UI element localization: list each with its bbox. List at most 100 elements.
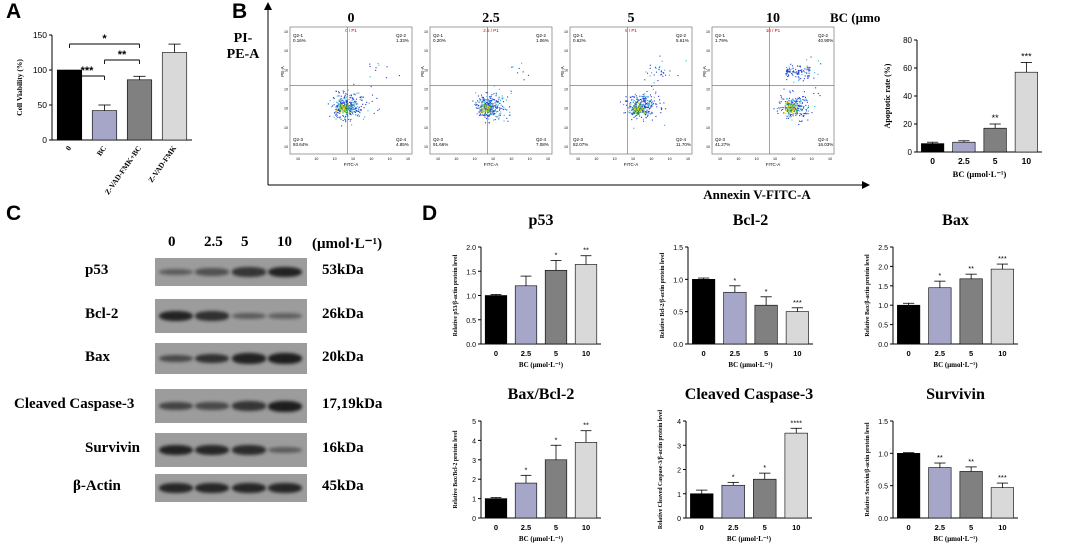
flow-event <box>646 109 648 111</box>
flow-event <box>631 95 633 98</box>
flow-event <box>495 115 497 117</box>
flow-event <box>487 107 489 109</box>
flow-event <box>336 109 338 112</box>
flow-x-tick: 10 <box>613 157 617 161</box>
flow-event <box>801 71 803 73</box>
flow-event <box>342 108 344 110</box>
flow-event <box>352 108 354 110</box>
flow-event <box>499 113 501 115</box>
flow-event <box>796 113 798 115</box>
quadrant-name: Q2-4 <box>818 137 829 142</box>
flow-y-tick: 10 <box>424 30 428 34</box>
flow-event <box>637 113 639 115</box>
flow-event <box>343 109 345 111</box>
flow-event <box>346 113 348 115</box>
flow-event <box>639 95 641 97</box>
flow-event <box>640 98 642 100</box>
flow-event <box>791 68 793 70</box>
bar <box>753 478 777 519</box>
flow-event <box>481 114 483 116</box>
flow-event <box>645 71 647 73</box>
y-tick-label: 100 <box>33 65 47 75</box>
flow-event <box>807 68 809 70</box>
flow-event <box>498 88 500 90</box>
flow-event <box>630 103 632 105</box>
bar <box>544 269 568 345</box>
x-tick-label: 2.5 <box>521 349 531 358</box>
flow-event <box>341 103 343 105</box>
significance-label: * <box>555 435 558 444</box>
flow-event <box>346 109 348 111</box>
flow-event <box>807 113 809 115</box>
flow-event <box>490 114 492 116</box>
flow-event <box>634 103 636 105</box>
flow-event <box>499 106 501 109</box>
flow-event <box>803 99 805 101</box>
flow-event <box>797 97 799 99</box>
flow-event <box>502 109 504 111</box>
flow-x-tick: 10 <box>473 157 477 161</box>
lane-concentration: 2.5 <box>204 234 223 250</box>
flow-event <box>341 107 343 109</box>
flow-event <box>342 90 344 92</box>
flow-event <box>341 105 344 107</box>
flow-event <box>629 112 631 114</box>
flow-event <box>341 108 343 110</box>
flow-event <box>656 106 658 108</box>
flow-event <box>507 120 509 122</box>
flow-x-tick: 10 <box>810 157 814 161</box>
flow-event <box>635 111 638 113</box>
flow-event <box>803 115 805 117</box>
flow-event <box>498 98 500 100</box>
flow-event <box>636 114 638 116</box>
flow-event <box>792 114 794 116</box>
flow-event <box>793 109 795 111</box>
flow-event <box>338 99 340 101</box>
flow-event <box>348 106 350 108</box>
x-axis-label: BC (μmol·L⁻¹) <box>519 535 564 543</box>
flow-event <box>371 100 373 102</box>
flow-event <box>510 92 512 94</box>
flow-event <box>645 100 647 102</box>
flow-event <box>336 105 338 107</box>
flow-event <box>649 67 651 69</box>
flow-event <box>347 106 349 108</box>
flow-x-tick: 10 <box>594 157 598 161</box>
y-tick-label: 0 <box>472 516 476 523</box>
flow-event <box>643 110 645 113</box>
y-tick-label: 40 <box>903 92 912 101</box>
flow-event <box>472 100 474 102</box>
flow-event <box>351 97 353 99</box>
flow-event <box>349 113 351 115</box>
flow-event <box>788 99 790 101</box>
flow-event <box>642 106 644 108</box>
flow-event <box>800 108 802 110</box>
flow-event <box>351 124 353 126</box>
flow-event <box>340 110 342 113</box>
flow-event <box>787 72 789 74</box>
flow-x-tick: 10 <box>296 157 300 161</box>
significance-label: * <box>102 33 107 45</box>
flow-event <box>791 107 793 110</box>
flow-event <box>344 106 346 108</box>
flow-event <box>343 108 345 110</box>
flow-event <box>639 110 641 112</box>
flow-event <box>817 60 819 62</box>
flow-event <box>354 107 357 109</box>
flow-event <box>336 112 338 114</box>
flow-event <box>646 111 648 113</box>
flow-event <box>787 70 789 72</box>
significance-label: *** <box>998 473 1007 482</box>
flow-event <box>785 66 787 69</box>
flow-event <box>346 103 348 105</box>
flow-event <box>366 101 368 103</box>
flow-event <box>499 107 501 109</box>
flow-event <box>651 111 653 113</box>
flow-event <box>484 122 487 124</box>
flow-y-tick: 10 <box>564 107 568 111</box>
flow-event <box>790 73 793 75</box>
flow-event <box>801 71 803 73</box>
x-tick-label: 0 <box>702 349 706 358</box>
chart-title: Cleaved Caspase-3 <box>685 386 813 403</box>
blot-band <box>159 401 193 411</box>
